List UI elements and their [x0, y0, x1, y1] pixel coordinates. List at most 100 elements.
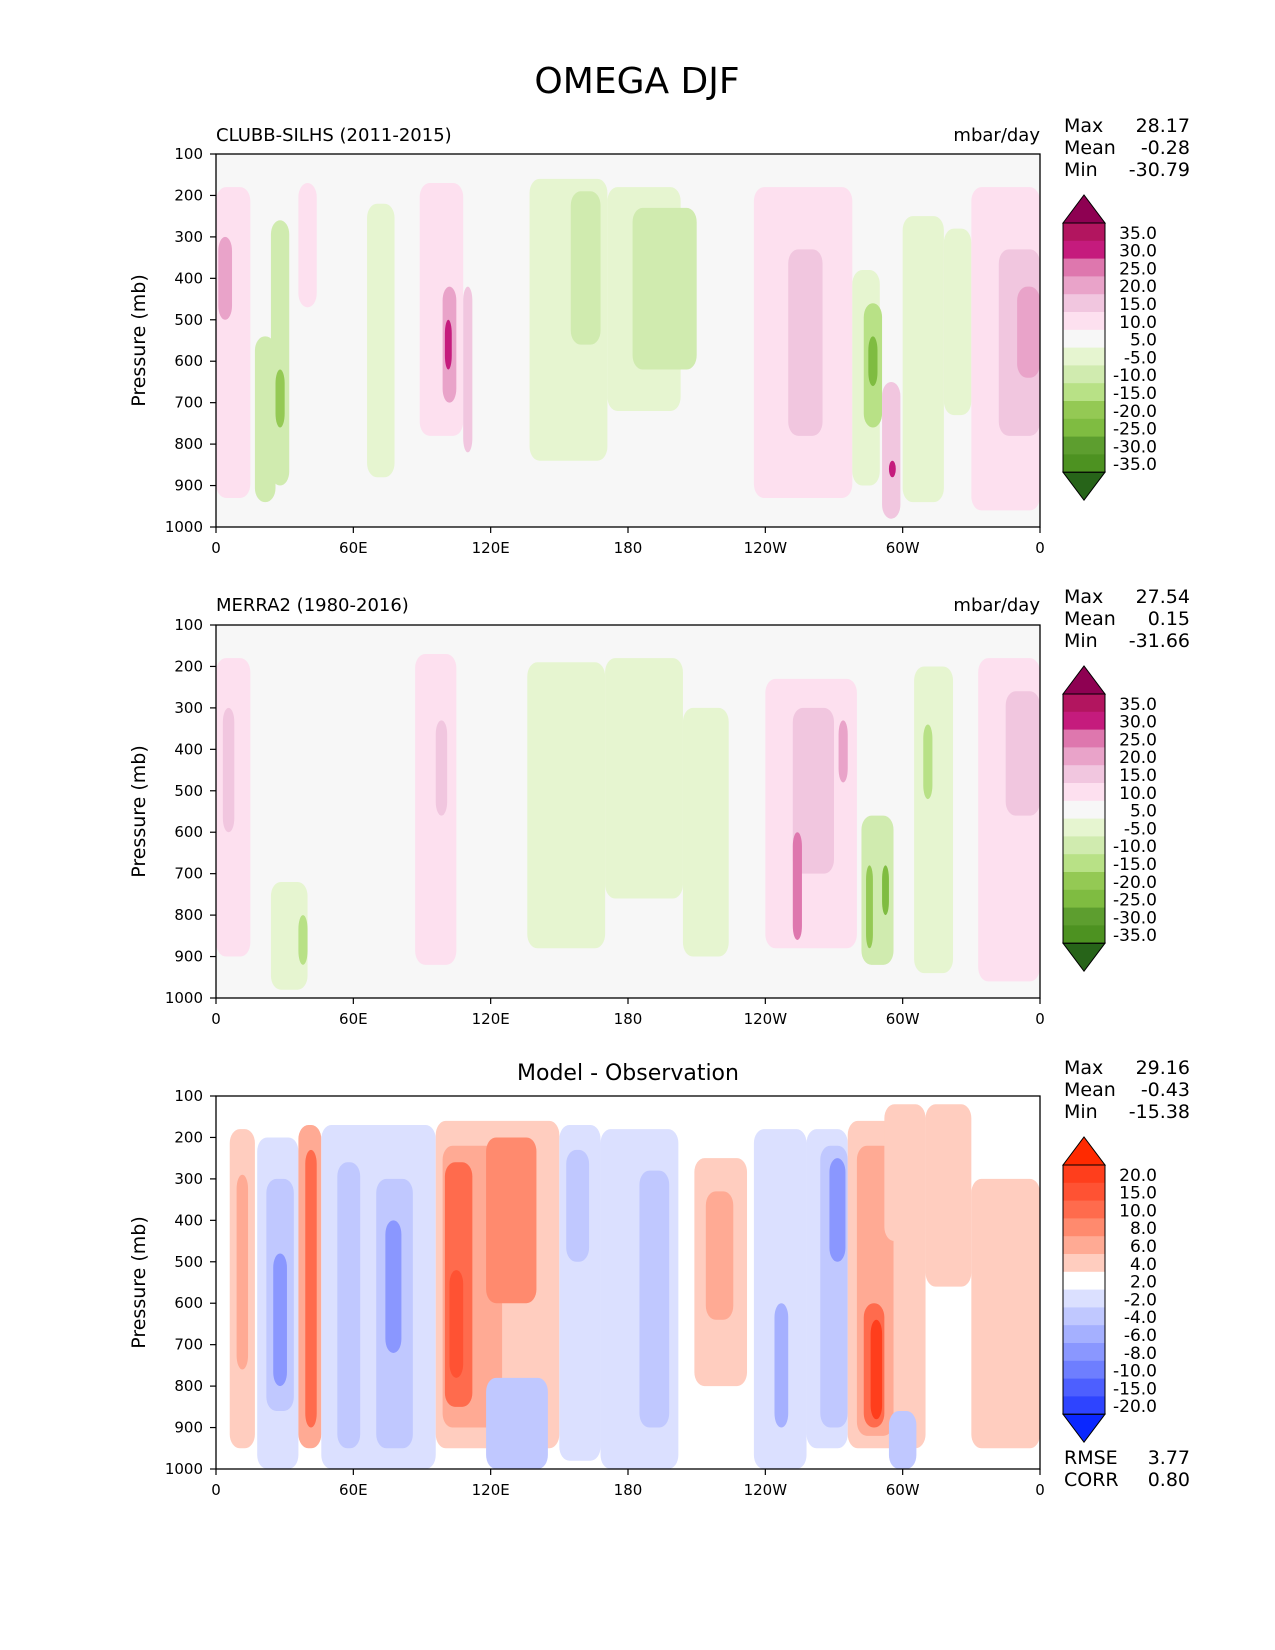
colorbar-segment [1063, 818, 1105, 837]
x-tick-label: 60E [339, 1010, 368, 1028]
colorbar-tick-label: -25.0 [1113, 420, 1157, 440]
contour-region [870, 1319, 883, 1420]
stats-box: Max 27.54 Mean 0.15 Min -31.66 [1064, 586, 1190, 652]
contour-region [218, 236, 233, 320]
colorbar-segment [1063, 711, 1105, 730]
colorbar-tick-label: -25.0 [1113, 891, 1157, 911]
colorbar-segment [1063, 1378, 1105, 1397]
y-tick-label: 1000 [165, 1460, 203, 1478]
colorbar-tick-label: -30.0 [1113, 437, 1157, 457]
stat-label: Min [1064, 630, 1098, 652]
x-tick-label: 60W [886, 539, 920, 557]
colorbar-segment [1063, 836, 1105, 855]
y-tick-label: 1000 [165, 518, 203, 536]
contour-region [838, 720, 848, 783]
y-tick-label: 600 [174, 1294, 203, 1312]
panel-title-left: CLUBB-SILHS (2011-2015) [216, 125, 452, 146]
colorbar-segment [1063, 294, 1105, 313]
colorbar-segment [1063, 889, 1105, 908]
x-tick-label: 0 [1035, 539, 1045, 557]
colorbar-tick-label: -15.0 [1113, 384, 1157, 404]
contour-region [605, 658, 683, 899]
contour-region [753, 1129, 807, 1469]
contour-region [866, 865, 873, 949]
y-tick-label: 100 [174, 616, 203, 634]
colorbar-segment [1063, 1200, 1105, 1219]
stat-value: 29.16 [1136, 1057, 1190, 1079]
stat-value: 3.77 [1148, 1447, 1190, 1469]
colorbar: 35.030.025.020.015.010.05.0-5.0-10.0-15.… [1062, 194, 1157, 502]
colorbar-segment [1063, 1396, 1105, 1415]
contour-region [888, 1410, 917, 1469]
x-tick-label: 60E [339, 539, 368, 557]
y-tick-label: 500 [174, 1253, 203, 1271]
contour-region [444, 319, 452, 370]
contour-region [298, 915, 308, 965]
y-tick-label: 300 [174, 1170, 203, 1188]
contour-region [570, 191, 601, 345]
colorbar-segment [1063, 1307, 1105, 1326]
colorbar-frame [1062, 222, 1106, 473]
contour-region [882, 865, 889, 916]
stat-label: Min [1064, 159, 1098, 181]
contour-region [682, 707, 729, 957]
colorbar-tick-label: -35.0 [1113, 455, 1157, 475]
y-axis-label: Pressure (mb) [128, 1216, 150, 1349]
colorbar-segment [1063, 1271, 1105, 1290]
y-tick-label: 900 [174, 948, 203, 966]
x-tick-label: 120W [744, 1010, 788, 1028]
contour-plot: 100 200 300 400 500 600 700 800 900 1000 0 60E 120E 1… [128, 145, 1045, 557]
x-tick-label: 120E [472, 539, 510, 557]
contour-region [884, 1104, 926, 1242]
contour-region [419, 183, 464, 436]
contour-region [216, 187, 251, 498]
contour-region [902, 216, 944, 503]
stat-label: CORR [1064, 1469, 1119, 1491]
colorbar-tick-label: 10.0 [1119, 313, 1157, 333]
contour-region [971, 1178, 1040, 1449]
contour-plot: 100 200 300 400 500 600 700 800 900 1000 0 60E 120E 1… [128, 616, 1045, 1028]
contour-region [566, 1149, 590, 1262]
x-tick-label: 0 [211, 1481, 221, 1499]
y-tick-label: 300 [174, 699, 203, 717]
y-axis-label: Pressure (mb) [128, 745, 150, 878]
colorbar-segment [1063, 729, 1105, 748]
colorbar-segment [1063, 1289, 1105, 1308]
x-tick-label: 180 [614, 539, 643, 557]
x-tick-label: 120W [744, 539, 788, 557]
colorbar-segment [1063, 907, 1105, 926]
contour-region [829, 1158, 846, 1262]
colorbar-tick-label: 5.0 [1130, 331, 1157, 351]
colorbar-tick-label: 2.0 [1130, 1273, 1157, 1293]
colorbar-tick-label: -35.0 [1113, 926, 1157, 946]
stat-label: Max [1064, 1057, 1103, 1079]
colorbar-tick-label: 8.0 [1130, 1219, 1157, 1239]
colorbar-tick-label: -5.0 [1124, 348, 1157, 368]
y-tick-label: 700 [174, 1336, 203, 1354]
colorbar-tick-label: -15.0 [1113, 1379, 1157, 1399]
contour-region [435, 720, 448, 816]
colorbar-segment [1063, 765, 1105, 784]
colorbar-tick-label: 20.0 [1119, 277, 1157, 297]
stat-value: -15.38 [1129, 1101, 1190, 1123]
colorbar-segment [1063, 1182, 1105, 1201]
stat-value: 27.54 [1136, 586, 1190, 608]
stat-label: Mean [1064, 1079, 1116, 1101]
y-tick-label: 600 [174, 823, 203, 841]
contour-region [1005, 691, 1040, 816]
contour-region [639, 1170, 670, 1428]
colorbar-tick-label: 10.0 [1119, 784, 1157, 804]
colorbar-segment [1063, 383, 1105, 402]
colorbar-segment [1063, 1325, 1105, 1344]
colorbar-frame [1062, 693, 1106, 944]
colorbar-tick-label: 25.0 [1119, 259, 1157, 279]
colorbar-segment [1063, 312, 1105, 331]
x-tick-label: 0 [1035, 1481, 1045, 1499]
stat-value: -0.43 [1141, 1079, 1190, 1101]
contour-region [449, 1270, 464, 1378]
contour-region [305, 1149, 317, 1428]
y-tick-label: 200 [174, 1128, 203, 1146]
colorbar-segment [1063, 223, 1105, 242]
colorbar-tick-label: 20.0 [1119, 1166, 1157, 1186]
rmse-corr-box: RMSE 3.77 CORR 0.80 [1064, 1447, 1190, 1491]
